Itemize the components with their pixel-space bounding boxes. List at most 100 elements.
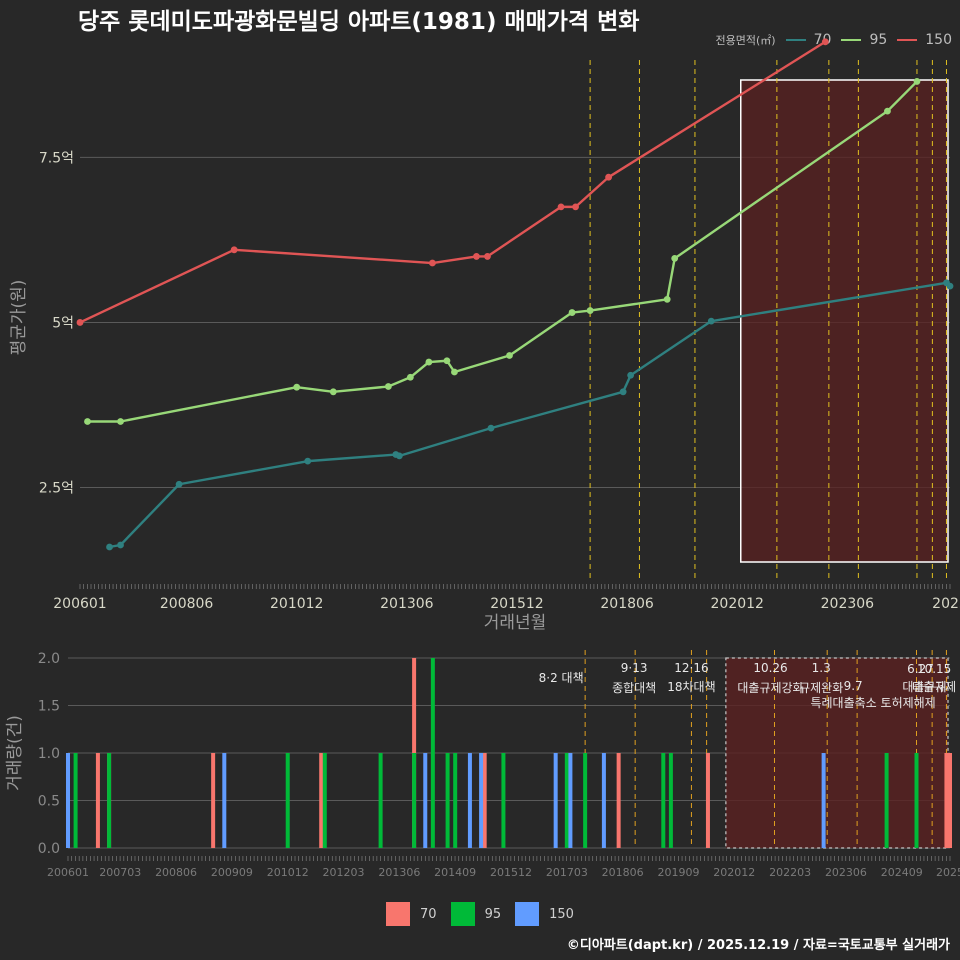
top-x-tick-label: 200601 xyxy=(53,596,106,612)
legend-bottom-label-70: 70 xyxy=(420,906,437,922)
volume-bar-150 xyxy=(568,753,573,848)
series-line-95 xyxy=(87,80,918,423)
bottom-x-tick-label: 201306 xyxy=(378,866,420,879)
volume-bar-95 xyxy=(914,753,919,848)
bottom-x-tick-label: 200909 xyxy=(211,866,253,879)
volume-bar-95 xyxy=(564,753,569,848)
policy-annotation: 특례대출축소 토허제해제 xyxy=(810,696,935,710)
volume-bar-95 xyxy=(661,753,666,848)
series-point-95 xyxy=(451,368,458,376)
policy-annotation: 대출규제 xyxy=(912,680,956,694)
top-y-tick-label: 2.5억 xyxy=(39,481,74,497)
bottom-y-tick-label: 2.0 xyxy=(38,651,60,667)
series-point-70 xyxy=(175,480,183,488)
series-point-70 xyxy=(707,317,715,325)
volume-bar-150 xyxy=(601,753,606,848)
bottom-x-tick-label: 200703 xyxy=(99,866,141,879)
series-point-95 xyxy=(586,307,594,314)
top-y-axis-title: 평균가(원) xyxy=(9,280,29,356)
volume-bar-95 xyxy=(73,753,78,848)
policy-annotation: 10.26 xyxy=(753,661,787,675)
policy-annotation: 1.3 xyxy=(812,661,831,675)
top-x-tick-label: 201306 xyxy=(380,596,434,612)
volume-bar-95 xyxy=(322,753,327,848)
legend-label-150: 150 xyxy=(925,32,952,48)
series-point-95 xyxy=(506,352,513,359)
legend-label-95: 95 xyxy=(869,32,888,48)
bottom-x-tick-label: 202409 xyxy=(881,866,923,879)
bottom-highlight-region xyxy=(725,657,949,849)
series-point-95 xyxy=(671,254,679,262)
series-point-150 xyxy=(821,38,829,46)
series-point-95 xyxy=(329,388,337,396)
legend-item-95: 95 xyxy=(841,32,887,48)
legend-bottom-label-150: 150 xyxy=(549,906,574,922)
legend-bottom-swatch-150 xyxy=(515,902,540,926)
bottom-x-tick-label: 202203 xyxy=(769,866,811,879)
volume-bar-150 xyxy=(467,753,472,848)
volume-bar-70 xyxy=(482,753,487,848)
series-point-95 xyxy=(443,357,451,365)
bottom-y-tick-label: 0.5 xyxy=(38,794,60,810)
volume-bar-70 xyxy=(944,753,949,848)
bottom-x-tick-label: 202012 xyxy=(713,866,755,879)
volume-bar-95 xyxy=(412,753,417,848)
bottom-y-tick-label: 1.0 xyxy=(38,746,60,762)
legend-bottom-item-150: 150 xyxy=(515,902,574,926)
bottom-x-tick-label: 202306 xyxy=(825,866,867,879)
series-point-150 xyxy=(76,319,84,326)
volume-bar-150 xyxy=(423,753,428,848)
bottom-x-tick-label: 201012 xyxy=(267,866,309,879)
series-point-70 xyxy=(117,541,124,549)
bottom-y-tick-label: 0.0 xyxy=(38,841,60,857)
volume-bar-150 xyxy=(479,753,484,848)
legend-bottom-item-70: 70 xyxy=(386,902,437,926)
top-y-tick-label: 7.5억 xyxy=(39,150,74,166)
series-point-95 xyxy=(663,295,671,303)
legend-bottom-item-95: 95 xyxy=(450,902,501,926)
bottom-x-tick-label: 201703 xyxy=(546,866,588,879)
volume-bar-70 xyxy=(319,753,324,848)
series-point-70 xyxy=(487,424,495,432)
top-x-tick-label: 201012 xyxy=(270,596,323,612)
top-highlight-region xyxy=(740,79,949,563)
volume-bar-95 xyxy=(668,753,673,848)
volume-bar-70 xyxy=(705,753,710,848)
bottom-x-tick-label: 200806 xyxy=(155,866,197,879)
volume-bar-70 xyxy=(211,753,216,848)
legend-swatch-70 xyxy=(785,39,806,41)
volume-bar-150 xyxy=(553,753,558,848)
policy-annotation: 대출규제 xyxy=(902,680,946,694)
policy-annotation: 12·16 xyxy=(674,661,708,675)
bottom-x-tick-label: 201409 xyxy=(434,866,476,879)
bottom-y-axis-title: 거래량(건) xyxy=(5,715,25,791)
volume-bar-95 xyxy=(884,753,889,848)
policy-annotation: 6.27 xyxy=(907,662,934,676)
bottom-y-tick-label: 1.5 xyxy=(38,699,60,715)
top-x-tick-label: 201512 xyxy=(490,596,543,612)
top-y-tick-label: 5억 xyxy=(52,315,74,331)
volume-bar-70 xyxy=(616,753,621,848)
volume-bar-150 xyxy=(66,753,70,848)
volume-bar-95 xyxy=(430,658,435,848)
bottom-x-tick-label: 201909 xyxy=(657,866,699,879)
chart-title: 당주 롯데미도파광화문빌딩 아파트(1981) 매매가격 변화 xyxy=(78,9,640,35)
bottom-x-tick-label: 201203 xyxy=(323,866,365,879)
volume-bar-95 xyxy=(445,753,450,848)
top-x-tick-label: 200806 xyxy=(160,596,214,612)
series-point-70 xyxy=(106,543,113,551)
volume-bar-95 xyxy=(453,753,458,848)
legend-swatch-95 xyxy=(841,39,862,41)
series-point-95 xyxy=(425,358,433,366)
series-point-150 xyxy=(572,203,579,211)
legend-title: 전용면적(㎡) xyxy=(715,34,776,47)
series-point-150 xyxy=(605,173,613,181)
volume-bar-70 xyxy=(95,753,100,848)
series-point-70 xyxy=(619,388,627,396)
bottom-x-tick-label: 201512 xyxy=(490,866,532,879)
bottom-x-tick-label: 201806 xyxy=(602,866,644,879)
policy-annotation: 18차대책 xyxy=(667,679,715,694)
series-point-95 xyxy=(84,418,91,425)
series-point-70 xyxy=(627,371,635,379)
